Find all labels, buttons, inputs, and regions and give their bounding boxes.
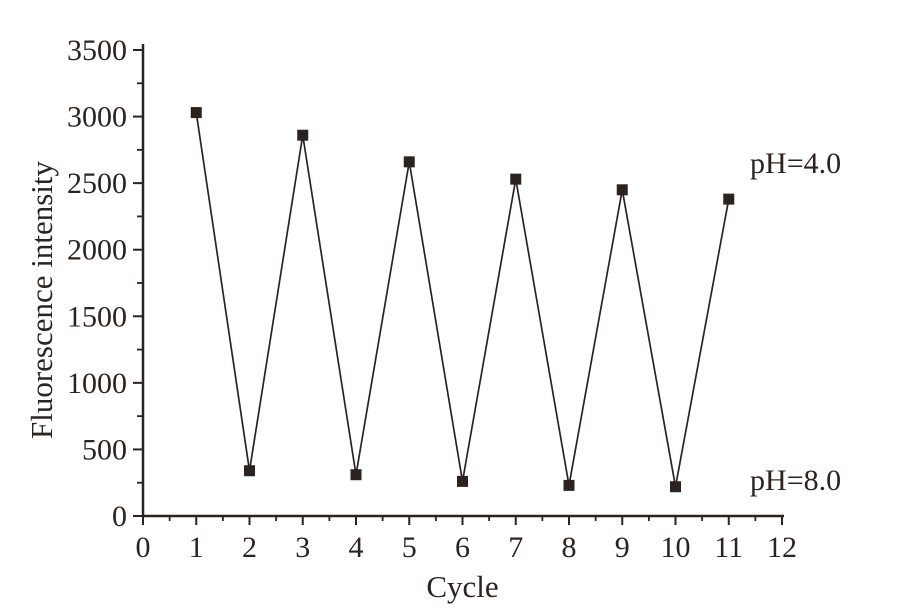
x-tick-label: 11 <box>714 531 743 564</box>
y-tick-label: 2500 <box>67 167 127 200</box>
data-line <box>195 112 730 487</box>
data-point-marker <box>670 481 681 493</box>
x-tick-label: 1 <box>189 531 204 564</box>
data-point-marker <box>616 184 628 196</box>
x-tick-label: 4 <box>349 531 364 564</box>
annotation-label-1: pH=8.0 <box>750 464 841 497</box>
data-point-marker <box>510 173 522 185</box>
x-tick-label: 0 <box>136 531 151 564</box>
y-tick-label: 500 <box>82 433 127 466</box>
y-tick-label: 2000 <box>67 234 127 267</box>
x-tick-label: 7 <box>508 531 523 564</box>
data-point-marker <box>563 479 575 491</box>
data-point-marker <box>403 156 415 168</box>
data-point-marker <box>457 475 468 487</box>
x-tick-label: 6 <box>455 531 470 564</box>
data-point-marker <box>190 107 202 119</box>
data-point-marker <box>723 193 735 205</box>
x-tick-label: 9 <box>615 531 630 564</box>
y-tick-label: 3500 <box>67 34 127 67</box>
annotation-label-0: pH=4.0 <box>750 147 841 180</box>
y-tick-label: 1000 <box>67 367 127 400</box>
y-tick-label: 1500 <box>67 300 127 333</box>
y-axis-title: Fluorescence intensity <box>24 160 59 439</box>
x-tick-label: 3 <box>295 531 310 564</box>
data-point-marker <box>350 469 362 481</box>
x-tick-label: 2 <box>242 531 257 564</box>
y-tick-label: 3000 <box>67 101 127 134</box>
x-tick-label: 12 <box>767 531 797 564</box>
data-point-marker <box>297 129 309 141</box>
x-tick-label: 10 <box>661 531 691 564</box>
x-tick-label: 5 <box>402 531 417 564</box>
x-tick-label: 8 <box>562 531 577 564</box>
y-tick-label: 0 <box>112 500 127 533</box>
data-point-marker <box>244 465 255 477</box>
x-axis-title: Cycle <box>426 569 498 604</box>
